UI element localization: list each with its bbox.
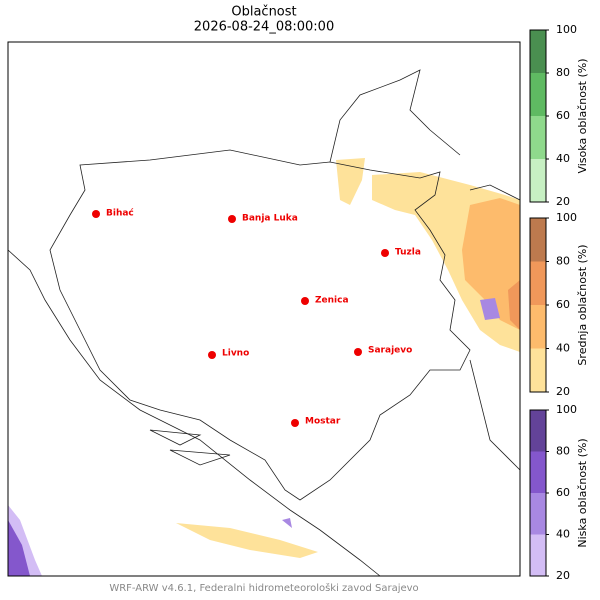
subtitle: 2026-08-24_08:00:00 bbox=[194, 20, 334, 35]
city-dot bbox=[208, 351, 216, 359]
footer: WRF-ARW v4.6.1, Federalni hidrometeorolo… bbox=[109, 582, 418, 594]
city-label: Mostar bbox=[305, 417, 341, 427]
colorbar-tick-label: 40 bbox=[556, 152, 570, 165]
colorbar-band bbox=[530, 534, 546, 576]
low-cloud bbox=[480, 298, 500, 320]
city-label: Bihać bbox=[106, 208, 134, 219]
colorbar-tick-label: 100 bbox=[556, 403, 577, 416]
city-label: Zenica bbox=[315, 296, 349, 306]
city-label: Sarajevo bbox=[368, 346, 412, 356]
colorbar-band bbox=[530, 410, 546, 452]
city-dot bbox=[354, 348, 362, 356]
colorbar-band bbox=[530, 159, 546, 202]
colorbar-tick-label: 40 bbox=[556, 528, 570, 541]
mid-cloud bbox=[508, 280, 520, 330]
colorbar-tick-label: 100 bbox=[556, 211, 577, 224]
city-dot bbox=[228, 215, 236, 223]
map: Bihać Banja Luka Tuzla Zenica Livno Sara… bbox=[7, 41, 521, 577]
colorbar-label: Niska oblačnost (%) bbox=[576, 438, 589, 547]
colorbar-tick-label: 80 bbox=[556, 445, 570, 458]
colorbar-tick-label: 60 bbox=[556, 298, 570, 311]
colorbar-tick-label: 60 bbox=[556, 486, 570, 499]
colorbar-tick-label: 80 bbox=[556, 255, 570, 268]
colorbar-tick-label: 20 bbox=[556, 385, 570, 398]
map-border bbox=[7, 41, 521, 577]
city-label: Livno bbox=[222, 349, 249, 359]
colorbar-tick-label: 40 bbox=[556, 342, 570, 355]
island bbox=[149, 429, 231, 466]
low-cloud bbox=[8, 520, 30, 576]
colorbar-band bbox=[530, 493, 546, 535]
border bbox=[329, 69, 461, 163]
colorbar-tick-label: 20 bbox=[556, 569, 570, 582]
colorbar-band bbox=[530, 30, 546, 73]
coastline bbox=[7, 249, 381, 577]
colorbar-band bbox=[530, 348, 546, 392]
colorbar-band bbox=[530, 218, 546, 262]
city-dot bbox=[301, 297, 309, 305]
colorbar-band bbox=[530, 261, 546, 305]
colorbar-tick-label: 20 bbox=[556, 195, 570, 208]
city-label: Tuzla bbox=[395, 248, 421, 258]
city-dot bbox=[291, 419, 299, 427]
colorbar-label: Srednja oblačnost (%) bbox=[576, 244, 589, 365]
mid-cloud bbox=[336, 158, 365, 205]
colorbar-tick-label: 100 bbox=[556, 23, 577, 36]
title: Oblačnost bbox=[231, 5, 296, 20]
colorbar-tick-label: 60 bbox=[556, 109, 570, 122]
colorbar-band bbox=[530, 73, 546, 116]
mid-cloud bbox=[176, 523, 318, 558]
colorbar-label: Visoka oblačnost (%) bbox=[576, 58, 589, 173]
map-frame bbox=[8, 42, 520, 576]
colorbar-tick-label: 80 bbox=[556, 66, 570, 79]
city-dot bbox=[92, 210, 100, 218]
colorbar-band bbox=[530, 305, 546, 349]
mid-cloud bbox=[462, 198, 520, 330]
border bbox=[469, 359, 521, 471]
city-dot bbox=[381, 249, 389, 257]
low-cloud bbox=[282, 518, 292, 528]
colorbar-band bbox=[530, 451, 546, 493]
colorbar-band bbox=[530, 116, 546, 159]
border bbox=[49, 149, 471, 501]
city-label: Banja Luka bbox=[242, 214, 298, 224]
border bbox=[469, 184, 521, 201]
